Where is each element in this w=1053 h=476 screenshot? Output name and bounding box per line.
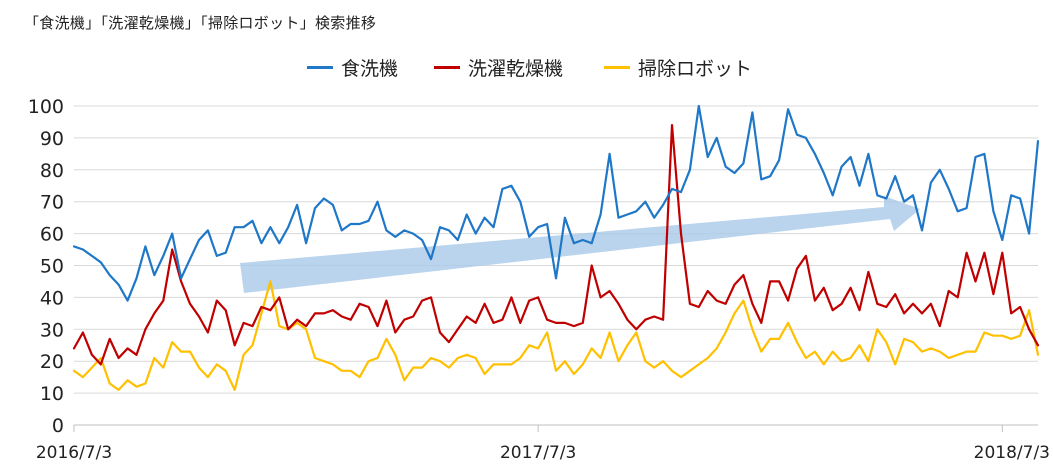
y-tick-label-70: 70 [40, 192, 64, 214]
x-tick-label-0: 2016/7/3 [36, 443, 112, 463]
series-line-washer-dryer [72, 123, 1040, 366]
y-tick-label-0: 0 [52, 415, 64, 437]
trend-arrow-shape [240, 196, 920, 293]
legend-swatch-washer-dryer [434, 65, 460, 69]
gridlines [74, 105, 1038, 394]
x-tick-label-1: 2017/7/3 [500, 443, 576, 463]
legend-item-washer-dryer: 洗濯乾燥機 [434, 52, 563, 82]
x-tick-label-2: 2018/7/3 [974, 443, 1050, 463]
y-tick-label-10: 10 [40, 383, 64, 405]
series-line-robot-vacuum [72, 280, 1040, 391]
y-tick-label-80: 80 [40, 160, 64, 182]
y-tick-label-100: 100 [28, 96, 64, 118]
legend-label-robot-vacuum: 掃除ロボット [638, 57, 753, 80]
y-tick-label-50: 50 [40, 256, 64, 278]
trend-arrow [240, 196, 920, 293]
y-tick-label-60: 60 [40, 224, 64, 246]
series-lines [72, 104, 1040, 391]
axes: 0 10 20 30 40 50 60 70 80 90 100 2016/7/3 2017/7/3 20… [28, 96, 1050, 463]
legend: 食洗機 洗濯乾燥機 掃除ロボット [0, 52, 1053, 82]
legend-item-robot-vacuum: 掃除ロボット [604, 52, 752, 82]
legend-swatch-dishwasher [307, 65, 333, 69]
chart-title: 「食洗機」「洗濯乾燥機」「掃除ロボット」検索推移 [24, 14, 377, 32]
legend-label-dishwasher: 食洗機 [341, 57, 399, 80]
y-tick-label-40: 40 [40, 287, 64, 309]
legend-label-washer-dryer: 洗濯乾燥機 [468, 57, 564, 80]
y-tick-label-20: 20 [40, 351, 64, 373]
y-tick-label-90: 90 [40, 128, 64, 150]
legend-item-dishwasher: 食洗機 [307, 52, 398, 82]
series-line-dishwasher [72, 104, 1040, 302]
legend-swatch-robot-vacuum [604, 65, 630, 69]
y-tick-label-30: 30 [40, 319, 64, 341]
